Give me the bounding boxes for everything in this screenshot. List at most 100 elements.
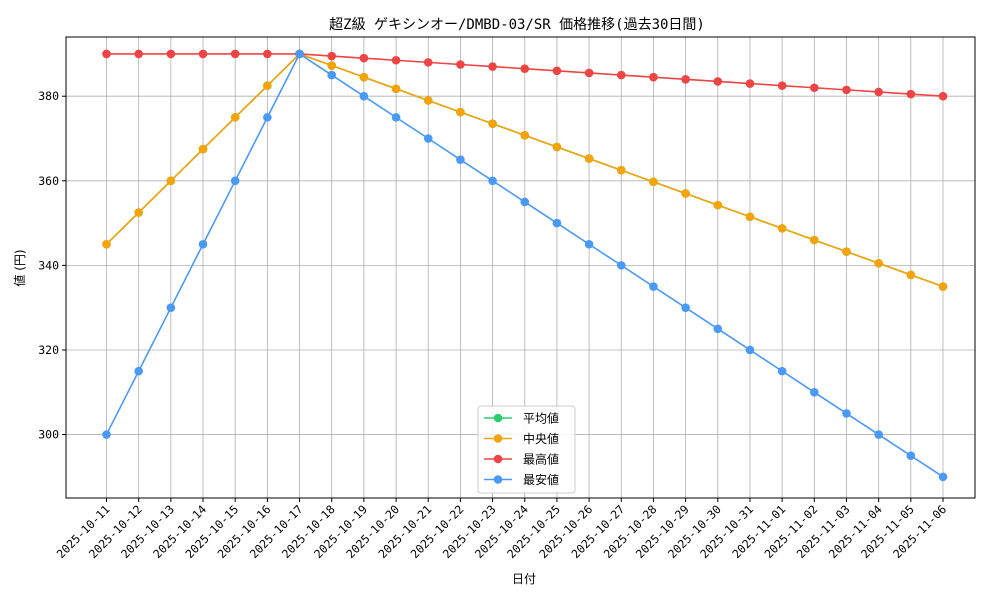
data-point (456, 107, 465, 117)
data-point (649, 282, 658, 291)
legend-swatch-marker (493, 434, 503, 443)
y-tick-label: 340 (38, 258, 59, 272)
data-point (681, 189, 690, 198)
data-point (102, 430, 111, 439)
legend-label: 最安値 (523, 472, 559, 487)
data-point (713, 77, 723, 86)
data-point (584, 239, 594, 249)
data-point (327, 51, 337, 61)
data-point (584, 68, 594, 78)
data-point (230, 49, 240, 59)
legend-label: 最高値 (523, 452, 559, 467)
data-point (488, 119, 497, 129)
data-point (616, 70, 626, 80)
data-point (810, 235, 819, 245)
data-point (327, 61, 337, 70)
legend-item: 中央値 (484, 431, 559, 446)
data-point (874, 430, 883, 439)
legend-item: 最安値 (484, 472, 559, 487)
data-point (681, 303, 690, 312)
series-layer (102, 49, 948, 482)
data-point (456, 60, 465, 69)
y-tick-label: 300 (38, 428, 59, 442)
data-point (166, 176, 176, 186)
legend-label: 平均値 (523, 411, 559, 426)
data-point (102, 49, 111, 59)
data-point (520, 64, 530, 74)
legend-swatch-marker (493, 413, 503, 423)
data-point (874, 87, 883, 97)
data-point (230, 113, 240, 122)
data-point (295, 49, 304, 59)
chart-title: 超Z級 ゲキシンオー/DMBD-03/SR 価格推移(過去30日間) (329, 17, 705, 33)
data-point (263, 49, 272, 59)
data-point (520, 131, 530, 140)
data-point (198, 144, 208, 154)
legend-swatch-marker (493, 475, 503, 484)
data-point (359, 72, 369, 82)
data-point (391, 113, 401, 122)
data-point (456, 155, 465, 164)
data-point (263, 113, 272, 122)
y-tick-label: 380 (38, 89, 59, 103)
plot-area-frame (65, 36, 976, 499)
series-最安値 (102, 49, 948, 482)
data-point (906, 89, 916, 99)
data-point (198, 239, 208, 249)
series-最高値 (102, 49, 948, 101)
data-point (166, 303, 176, 312)
data-point (552, 142, 562, 152)
data-point (777, 81, 787, 90)
data-point (777, 366, 787, 376)
data-point (842, 247, 851, 256)
data-point (745, 212, 755, 222)
legend-swatch-marker (493, 454, 503, 464)
data-point (423, 58, 433, 67)
data-point (874, 258, 883, 268)
y-tick-label: 320 (38, 343, 59, 357)
data-point (488, 176, 497, 186)
data-point (423, 134, 433, 143)
data-point (584, 154, 594, 163)
data-point (391, 84, 401, 94)
data-point (649, 72, 658, 82)
data-point (938, 282, 948, 291)
data-point (230, 176, 240, 186)
data-point (391, 55, 401, 65)
data-point (713, 324, 723, 334)
data-point (263, 81, 272, 90)
data-point (552, 218, 562, 228)
data-point (423, 96, 433, 105)
data-point (134, 366, 143, 376)
legend-item: 平均値 (484, 411, 559, 426)
data-point (810, 387, 819, 397)
legend-label: 中央値 (523, 431, 559, 446)
data-point (359, 53, 369, 63)
data-point (938, 91, 948, 101)
legend-item: 最高値 (484, 452, 559, 467)
data-point (616, 261, 626, 270)
data-point (649, 177, 658, 187)
y-axis-label: 値 (円) (12, 249, 27, 286)
data-point (906, 451, 916, 461)
x-axis-label: 日付 (512, 572, 536, 586)
data-point (327, 70, 337, 80)
data-point (198, 49, 208, 59)
data-point (713, 200, 723, 210)
data-point (166, 49, 176, 59)
data-point (552, 66, 562, 76)
data-point (842, 85, 851, 95)
data-point (842, 409, 851, 418)
y-tick-label: 360 (38, 174, 59, 188)
data-point (520, 197, 530, 207)
data-point (134, 208, 143, 217)
data-point (938, 472, 948, 482)
data-point (906, 270, 916, 280)
data-point (745, 79, 755, 88)
data-point (810, 83, 819, 93)
data-point (777, 224, 787, 233)
series-中央値 (102, 49, 948, 291)
data-point (134, 49, 143, 59)
